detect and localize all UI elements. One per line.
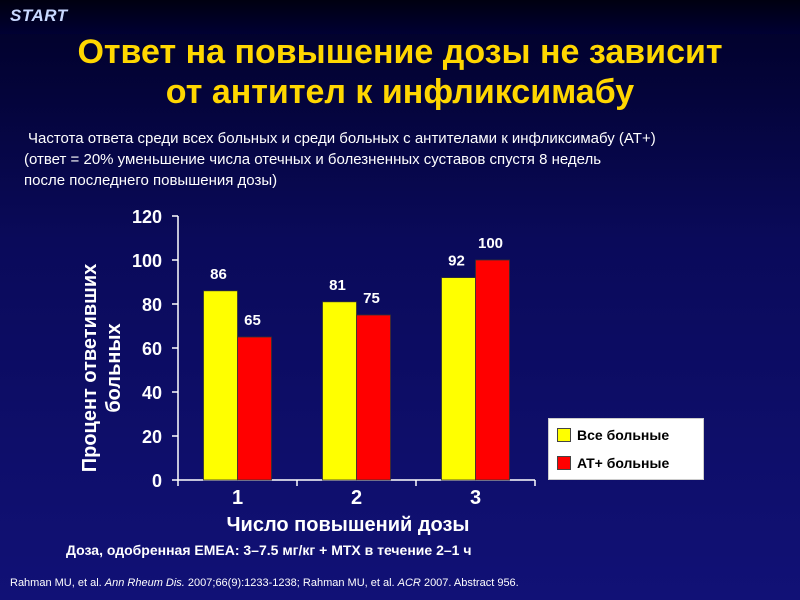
- y-tick-label: 40: [142, 383, 162, 403]
- data-label: 75: [363, 290, 380, 307]
- x-tick-label: 2: [351, 487, 362, 509]
- y-tick-label: 120: [132, 207, 162, 227]
- data-label: 81: [329, 277, 346, 294]
- citation-part-3: 2007. Abstract 956.: [420, 577, 519, 589]
- y-axis-title-line-2: больных: [103, 323, 125, 412]
- x-tick-label: 3: [470, 487, 481, 509]
- x-tick-label: 1: [232, 487, 243, 509]
- subtitle-line-1: Частота ответа среди всех больных и сред…: [28, 130, 656, 147]
- y-tick-label: 60: [142, 339, 162, 359]
- x-axis-title: Число повышений дозы: [226, 514, 469, 536]
- data-label: 100: [478, 235, 503, 252]
- y-tick-label: 80: [142, 295, 162, 315]
- title-line-2: от антител к инфликсимабу: [165, 73, 635, 111]
- legend-swatch-at-plus: [557, 456, 571, 470]
- subtitle-line-2: (ответ = 20% уменьшение числа отечных и …: [24, 151, 602, 168]
- bar-all-patients: [441, 277, 476, 481]
- legend-item-all-patients: Все больные: [557, 426, 669, 444]
- page-title: Ответ на повышение дозы не зависит от ан…: [0, 32, 800, 112]
- legend-label-at-plus: AT+ больные: [577, 455, 670, 471]
- chart-subtitle: Частота ответа среди всех больных и сред…: [24, 128, 784, 191]
- start-logo: START: [10, 6, 68, 25]
- citation-journal-2: ACR: [397, 577, 421, 589]
- top-bar: [0, 0, 800, 34]
- bar-all-patients: [203, 290, 238, 481]
- citation-part-1: Rahman MU, et al.: [10, 577, 105, 589]
- legend-item-at-plus: AT+ больные: [557, 454, 669, 472]
- data-label: 86: [210, 266, 227, 283]
- data-label: 65: [244, 312, 261, 329]
- citation-part-2: 2007;66(9):1233-1238; Rahman MU, et al.: [184, 577, 398, 589]
- dose-footnote: Доза, одобренная ЕМЕА: 3–7.5 мг/кг + МТХ…: [66, 542, 472, 558]
- chart-legend: Все больные AT+ больные: [548, 418, 704, 480]
- data-label: 92: [448, 253, 465, 270]
- y-tick-label: 20: [142, 427, 162, 447]
- y-tick-label: 100: [132, 251, 162, 271]
- bar-at-plus: [237, 336, 272, 481]
- y-tick-label: 0: [152, 471, 162, 491]
- bar-all-patients: [322, 301, 357, 481]
- title-line-1: Ответ на повышение дозы не зависит: [77, 33, 723, 71]
- bar-at-plus: [356, 314, 391, 481]
- y-axis-title-line-1: Процент ответивших: [79, 264, 101, 473]
- legend-label-all-patients: Все больные: [577, 427, 670, 443]
- legend-swatch-all-patients: [557, 428, 571, 442]
- citation-journal-1: Ann Rheum Dis.: [104, 577, 185, 589]
- bar-at-plus: [475, 259, 510, 481]
- subtitle-line-3: после последнего повышения дозы): [24, 172, 278, 189]
- citation: Rahman MU, et al. Ann Rheum Dis. 2007;66…: [10, 577, 519, 589]
